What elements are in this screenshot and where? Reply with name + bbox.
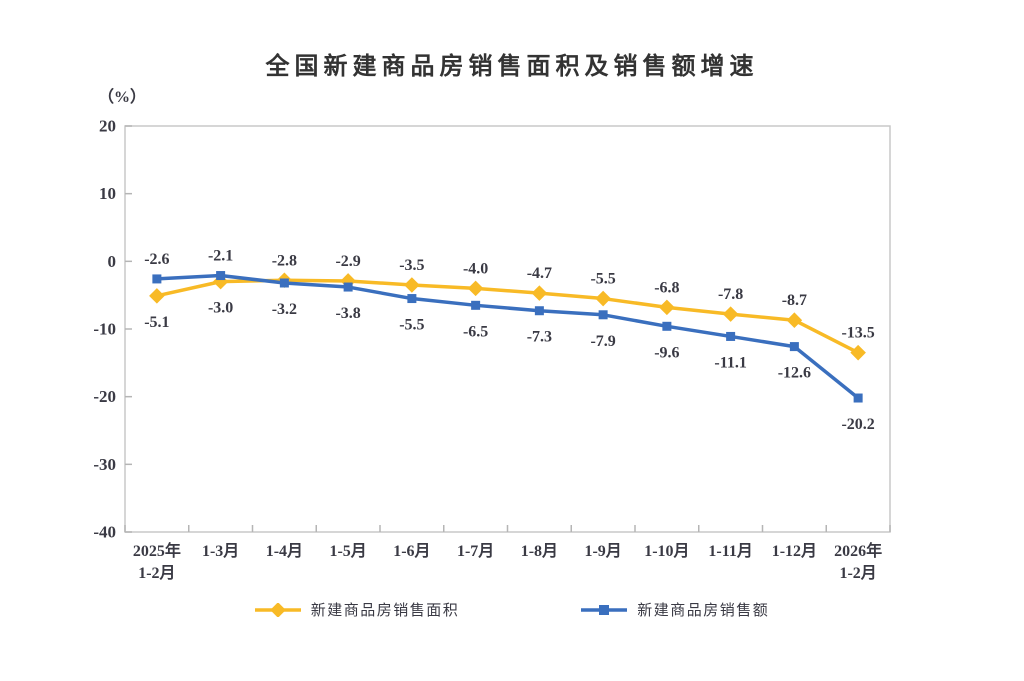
x-axis-tick-label: 1-9月 (584, 542, 621, 560)
x-axis-tick-label: 1-8月 (521, 542, 558, 560)
x-axis-tick-label: 1-12月 (772, 542, 817, 560)
x-axis-tick-label: 2025年 (133, 541, 181, 560)
legend-entry-sales-amount: 新建商品房销售额 (581, 599, 769, 620)
data-label: -2.6 (144, 251, 169, 268)
data-label: -8.7 (782, 292, 807, 309)
data-label: -5.1 (144, 314, 169, 331)
data-label: -3.8 (335, 305, 360, 322)
data-label: -2.8 (272, 252, 297, 269)
series-line-1 (156, 273, 860, 400)
legend-swatch-diamond-icon (254, 602, 301, 617)
data-label: -4.0 (463, 260, 488, 277)
legend-label-sales-area: 新建商品房销售面积 (310, 603, 460, 619)
data-point-marker (152, 274, 162, 284)
data-label: -20.2 (841, 416, 874, 433)
data-point-marker (467, 280, 484, 297)
data-label: -11.1 (714, 354, 746, 371)
data-label: -7.3 (527, 329, 552, 346)
y-axis-tick-label: 20 (99, 117, 116, 136)
chart-legend: 新建商品房销售面积 新建商品房销售额 (0, 599, 1024, 620)
y-axis-tick-label: 0 (108, 252, 117, 271)
legend-label-sales-amount: 新建商品房销售额 (637, 603, 770, 619)
data-label: -5.5 (399, 317, 424, 334)
data-point-marker (722, 306, 739, 322)
data-label: -3.5 (399, 257, 424, 274)
y-axis-tick-label: -40 (93, 523, 116, 542)
y-axis-tick-label: -30 (93, 455, 116, 474)
data-point-marker (216, 271, 226, 281)
y-axis-tick-label: -20 (93, 387, 116, 406)
legend-swatch-square-icon (581, 604, 628, 615)
data-label: -13.5 (841, 325, 874, 342)
data-point-marker (149, 288, 165, 304)
data-label: -5.5 (590, 271, 615, 288)
x-axis-tick-label: 1-3月 (202, 542, 239, 560)
x-axis-tick-label: 1-10月 (644, 542, 689, 560)
chart-title: 全国新建商品房销售面积及销售额增速 (265, 53, 759, 80)
data-label: -3.2 (272, 301, 297, 318)
data-label: -3.0 (208, 300, 233, 317)
data-label: -7.9 (590, 333, 615, 350)
data-point-marker (786, 312, 803, 328)
data-point-marker (531, 285, 548, 301)
x-axis-tick-label: 1-5月 (329, 542, 366, 560)
data-label: -9.6 (654, 344, 679, 361)
data-point-marker (595, 290, 611, 307)
legend-entry-sales-area: 新建商品房销售面积 (254, 599, 460, 620)
data-label: -7.8 (718, 286, 743, 303)
y-axis-tick-label: 10 (99, 184, 116, 203)
data-point-marker (853, 393, 863, 403)
x-axis-tick-label: 1-7月 (457, 542, 494, 560)
y-axis-unit-label: （%） (98, 88, 146, 106)
data-point-marker (279, 278, 289, 288)
data-point-marker (659, 299, 675, 316)
x-axis-tick-label: 1-11月 (708, 542, 752, 560)
data-point-marker (343, 282, 353, 292)
data-point-marker (404, 277, 420, 293)
data-point-marker (726, 331, 736, 341)
data-point-marker (662, 321, 672, 331)
data-point-marker (598, 310, 608, 320)
data-point-marker (471, 300, 481, 310)
data-point-marker (534, 306, 544, 316)
y-axis-tick-label: -10 (93, 320, 116, 339)
x-axis-tick-label: 2026年 (834, 541, 882, 560)
data-point-marker (789, 342, 799, 352)
data-label: -4.7 (527, 265, 552, 282)
data-point-marker (850, 344, 866, 361)
x-axis-tick-label: 1-4月 (266, 542, 303, 560)
x-axis-tick-label: 1-2月 (138, 564, 175, 582)
data-label: -6.8 (654, 279, 679, 296)
x-axis-tick-label: 1-2月 (839, 564, 876, 582)
series-line-0 (156, 278, 859, 355)
data-point-marker (407, 294, 417, 304)
data-label: -6.5 (463, 323, 488, 340)
data-label: -2.9 (335, 253, 360, 270)
x-axis-tick-label: 1-6月 (393, 542, 430, 560)
data-label: -2.1 (208, 248, 233, 265)
plot-border (124, 125, 891, 533)
data-label: -12.6 (778, 365, 811, 382)
